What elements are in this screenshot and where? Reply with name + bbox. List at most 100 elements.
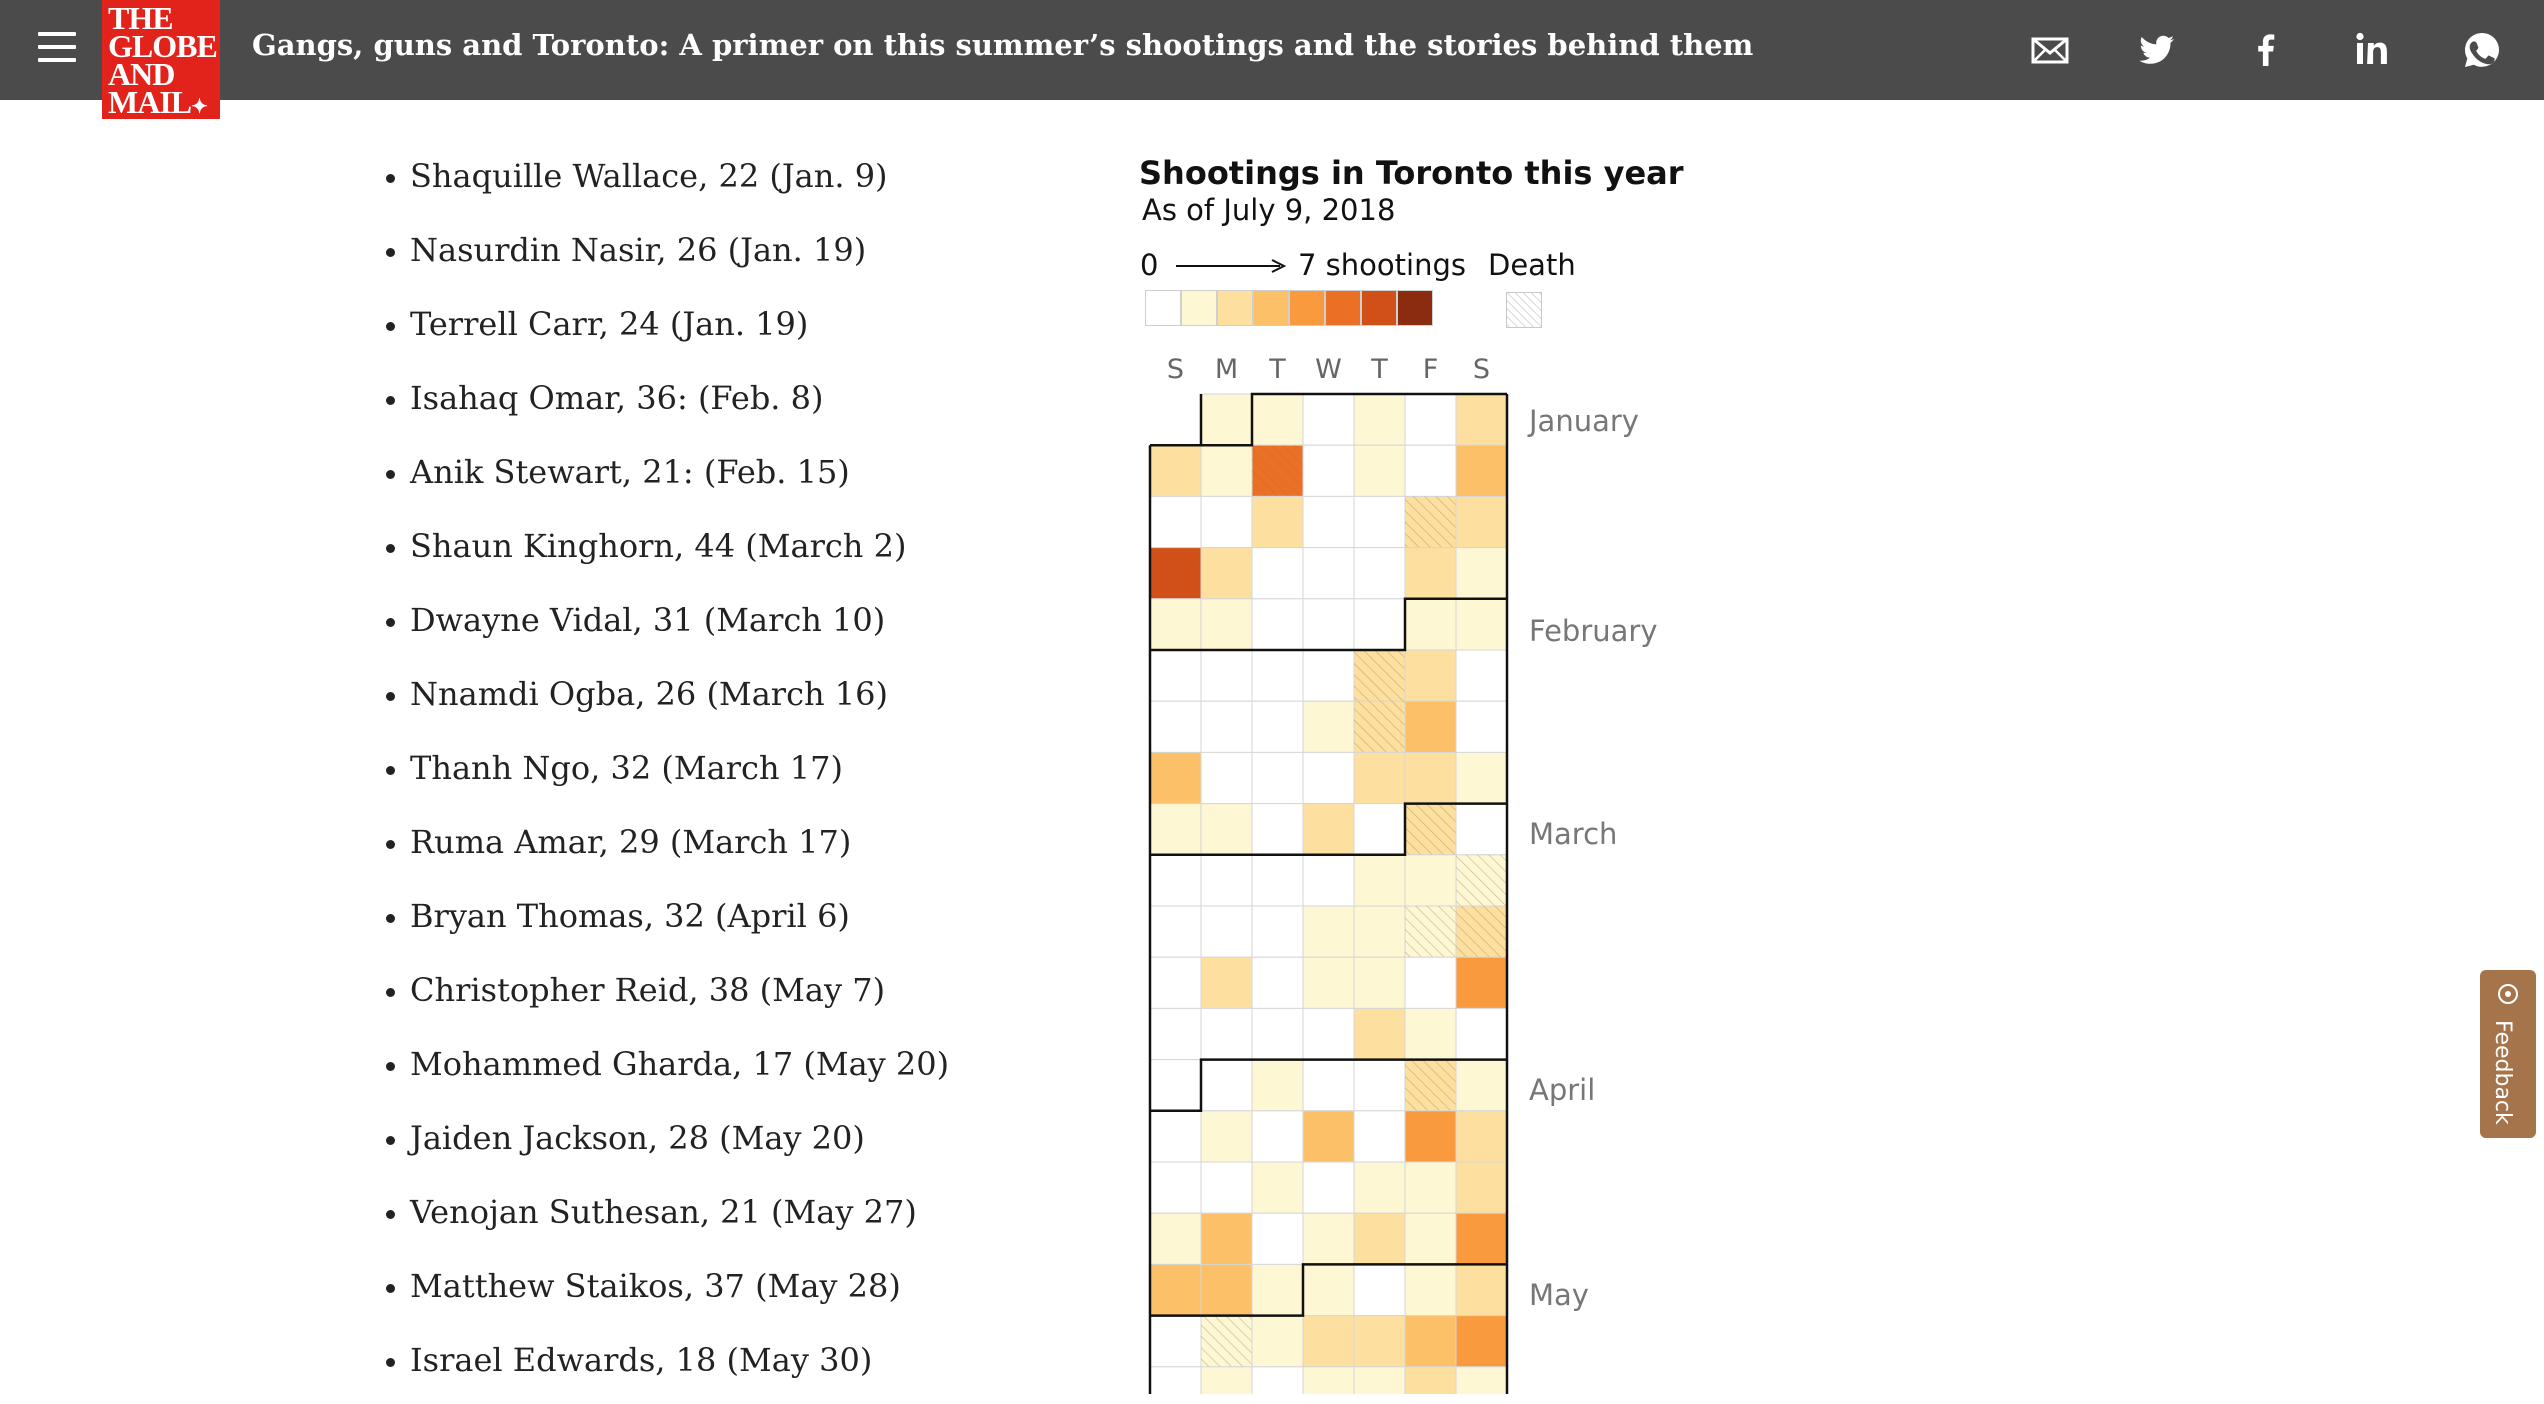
list-item: Thanh Ngo, 32 (March 17) (410, 738, 949, 812)
death-hatch-mark (1354, 650, 1405, 702)
facebook-icon[interactable] (2240, 24, 2292, 76)
calendar-day-cell (1353, 905, 1406, 958)
calendar-day-cell (1455, 854, 1508, 907)
calendar-day-cell (1302, 803, 1355, 856)
calendar-day-cell (1404, 700, 1457, 753)
twitter-icon[interactable] (2132, 24, 2184, 76)
month-label-january: January (1529, 404, 1639, 438)
calendar-day-cell (1302, 700, 1355, 753)
calendar-day-cell (1353, 1212, 1406, 1265)
calendar-day-cell (1200, 1212, 1253, 1265)
list-item: Ruma Amar, 29 (March 17) (410, 812, 949, 886)
legend-death-swatch (1506, 292, 1542, 328)
legend-swatch (1325, 290, 1361, 326)
calendar-day-cell (1353, 700, 1406, 753)
graphic-subtitle: As of July 9, 2018 (1142, 193, 1396, 227)
email-icon[interactable] (2024, 24, 2076, 76)
calendar-day-cell (1404, 1161, 1457, 1214)
legend-max-label: 7 shootings (1298, 248, 1466, 282)
calendar-day-cell (1455, 1007, 1508, 1061)
legend-swatch (1253, 290, 1289, 326)
calendar-day-cell (1404, 905, 1457, 958)
calendar-day-cell (1200, 1110, 1253, 1163)
globe-and-mail-logo[interactable]: THE GLOBE AND MAIL✦ (102, 0, 220, 119)
list-item: Shaquille Wallace, 22 (Jan. 9) (410, 146, 949, 220)
year-start-boundary (1150, 394, 1203, 447)
calendar-day-cell (1404, 1110, 1457, 1163)
calendar-day-cell (1404, 444, 1457, 497)
calendar-day-cell (1404, 1263, 1457, 1317)
calendar-day-cell (1200, 547, 1253, 600)
calendar-day-cell (1455, 1315, 1508, 1368)
list-item: Bryan Thomas, 32 (April 6) (410, 886, 949, 960)
calendar-day-cell (1302, 547, 1355, 600)
calendar-day-cell (1149, 1263, 1202, 1317)
calendar-day-cell (1251, 495, 1304, 549)
feedback-label: Feedback (2490, 1020, 2515, 1125)
hamburger-menu-icon[interactable] (38, 32, 76, 66)
legend-swatch (1181, 290, 1217, 326)
list-item: Shaun Kinghorn, 44 (March 2) (410, 516, 949, 590)
calendar-day-cell (1404, 751, 1457, 805)
calendar-day-cell (1200, 1315, 1253, 1368)
calendar-day-cell (1149, 649, 1202, 702)
calendar-day-cell (1302, 1059, 1355, 1112)
calendar-day-cell (1251, 803, 1304, 856)
legend-min-label: 0 (1140, 248, 1159, 282)
calendar-day-cell (1302, 905, 1355, 958)
calendar-day-cell (1353, 495, 1406, 549)
logo-line: GLOBE (108, 28, 218, 64)
calendar-day-cell (1455, 1110, 1508, 1163)
calendar-day-cell (1353, 1161, 1406, 1214)
calendar-day-cell (1200, 1161, 1253, 1214)
calendar-day-cell (1455, 547, 1508, 600)
logo-line: THE (108, 0, 174, 36)
calendar-day-cell (1302, 751, 1355, 805)
death-hatch-mark (1252, 445, 1303, 497)
calendar-day-cell (1149, 905, 1202, 958)
calendar-day-cell (1200, 905, 1253, 958)
calendar-day-cell (1404, 1007, 1457, 1061)
linkedin-icon[interactable] (2348, 24, 2400, 76)
calendar-day-cell (1404, 956, 1457, 1009)
list-item: Nnamdi Ogba, 26 (March 16) (410, 664, 949, 738)
calendar-day-cell (1353, 1315, 1406, 1368)
calendar-day-cell (1302, 956, 1355, 1009)
calendar-day-cell (1200, 1263, 1253, 1317)
calendar-day-cell (1302, 1263, 1355, 1317)
legend-swatch (1145, 290, 1181, 326)
legend-swatch (1289, 290, 1325, 326)
calendar-day-cell (1251, 649, 1304, 702)
calendar-day-cell (1353, 1007, 1406, 1061)
calendar-day-cell (1404, 1059, 1457, 1112)
calendar-day-cell (1353, 751, 1406, 805)
legend-swatch (1397, 290, 1433, 326)
calendar-day-cell (1455, 700, 1508, 753)
death-hatch-mark (1405, 1059, 1456, 1111)
maple-leaf-icon: ✦ (191, 96, 208, 118)
calendar-day-cell (1149, 1212, 1202, 1265)
death-hatch-mark (1405, 906, 1456, 958)
calendar-day-cell (1302, 649, 1355, 702)
weekday-label: S (1472, 354, 1491, 385)
month-boundary-lines (1148, 392, 1509, 1394)
calendar-day-cell (1404, 1315, 1457, 1368)
feedback-button[interactable]: Feedback (2480, 970, 2536, 1138)
whatsapp-icon[interactable] (2456, 24, 2508, 76)
death-hatch-mark (1354, 701, 1405, 753)
legend-color-scale (1145, 290, 1433, 326)
calendar-day-cell (1149, 700, 1202, 753)
weekday-label: T (1371, 354, 1388, 385)
calendar-day-cell (1200, 1366, 1253, 1394)
calendar-day-cell (1251, 444, 1304, 497)
calendar-day-cell (1149, 803, 1202, 856)
calendar-day-cell (1149, 1007, 1202, 1061)
calendar-day-cell (1200, 1059, 1253, 1112)
calendar-day-cell (1302, 854, 1355, 907)
calendar-day-cell (1251, 1059, 1304, 1112)
calendar-day-cell (1251, 1161, 1304, 1214)
list-item: Jaiden Jackson, 28 (May 20) (410, 1108, 949, 1182)
calendar-day-cell (1455, 1366, 1508, 1394)
calendar-day-cell (1455, 1059, 1508, 1112)
calendar-day-cell (1251, 1110, 1304, 1163)
